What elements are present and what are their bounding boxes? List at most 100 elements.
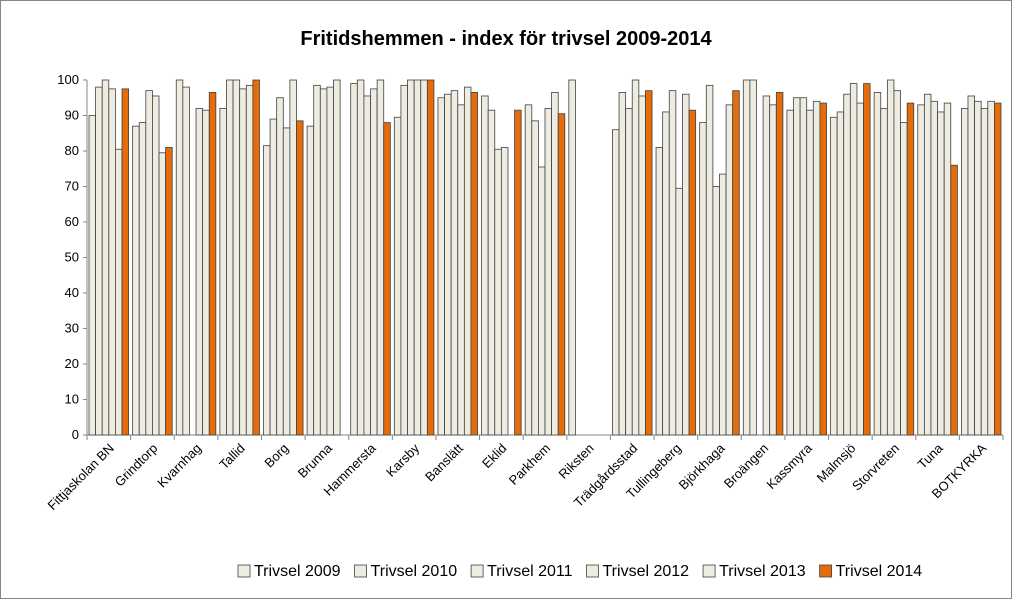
y-tick-label: 70 [65, 179, 79, 194]
bar [974, 100, 982, 436]
bar [775, 92, 784, 436]
bar [470, 92, 478, 436]
bar [819, 102, 827, 436]
bar [132, 125, 140, 436]
bar [806, 109, 814, 436]
bar [383, 122, 391, 436]
bar [444, 93, 452, 436]
bar [557, 113, 566, 436]
bar [900, 122, 908, 436]
bar [88, 115, 97, 436]
bar [993, 102, 1002, 436]
bar [437, 97, 445, 436]
legend-label: Trivsel 2012 [603, 563, 690, 580]
bar [487, 109, 496, 436]
bar [95, 86, 103, 436]
bar [165, 147, 173, 436]
bar [269, 118, 278, 436]
y-tick-label: 40 [65, 285, 79, 300]
bar [306, 125, 315, 436]
bar [531, 120, 539, 436]
bar [638, 95, 646, 436]
bar [138, 122, 147, 436]
legend-swatch [586, 564, 599, 578]
bar [252, 79, 260, 436]
legend-label: Trivsel 2013 [719, 563, 806, 580]
bar [494, 148, 502, 436]
y-tick-label: 20 [65, 356, 79, 371]
bar [313, 84, 321, 436]
bar [980, 108, 989, 436]
legend-label: Trivsel 2009 [254, 563, 341, 580]
bar [893, 90, 901, 436]
bar [195, 108, 204, 436]
bar [662, 111, 670, 436]
y-tick-label: 100 [57, 72, 79, 87]
bar [967, 95, 975, 436]
bar [145, 90, 153, 436]
bar [239, 88, 247, 436]
bar [625, 108, 633, 436]
y-tick-label: 80 [65, 143, 79, 158]
bar [712, 186, 720, 436]
bar [769, 104, 777, 436]
bar [762, 95, 771, 436]
bar [500, 147, 509, 436]
bar [917, 104, 925, 436]
bar [514, 109, 522, 436]
bar [668, 90, 677, 436]
legend-swatch [237, 564, 251, 578]
y-tick-label: 30 [65, 321, 79, 336]
bar [296, 120, 304, 436]
bar [356, 79, 365, 436]
bar [370, 88, 378, 436]
bar [407, 79, 415, 436]
bar [393, 116, 402, 436]
bar [906, 102, 915, 436]
bar [115, 148, 123, 436]
bar [699, 122, 707, 436]
bar [282, 127, 291, 436]
bar [618, 92, 627, 436]
bar [450, 90, 459, 436]
bar [182, 86, 190, 436]
bar [152, 95, 160, 436]
bar [682, 93, 690, 436]
bar [226, 79, 234, 436]
bar [786, 109, 794, 436]
bar [793, 97, 801, 436]
bar [937, 111, 945, 436]
bar [830, 116, 838, 436]
bar [923, 93, 932, 436]
bar [631, 79, 640, 436]
bar [232, 79, 241, 436]
bar [655, 147, 664, 436]
legend-swatch [702, 564, 716, 578]
bar [849, 83, 858, 436]
y-tick-label: 50 [65, 250, 79, 265]
legend-swatch [819, 564, 833, 578]
bar [950, 164, 958, 436]
bar [219, 108, 227, 436]
bar [333, 79, 341, 436]
legend-label: Trivsel 2011 [487, 563, 572, 580]
bar [289, 79, 297, 436]
bar [376, 79, 385, 436]
bar [245, 84, 254, 436]
bar [943, 102, 952, 436]
bar [675, 187, 683, 436]
bar [101, 79, 110, 436]
bar [276, 97, 284, 436]
bar [363, 95, 371, 436]
legend-swatch [470, 564, 484, 578]
bar [930, 100, 938, 436]
bar [863, 83, 871, 436]
bar [108, 88, 116, 436]
bar [880, 108, 888, 436]
legend-swatch [354, 564, 367, 578]
bar [263, 145, 271, 436]
bar [812, 100, 821, 436]
bar [873, 92, 882, 436]
bar [568, 79, 576, 436]
